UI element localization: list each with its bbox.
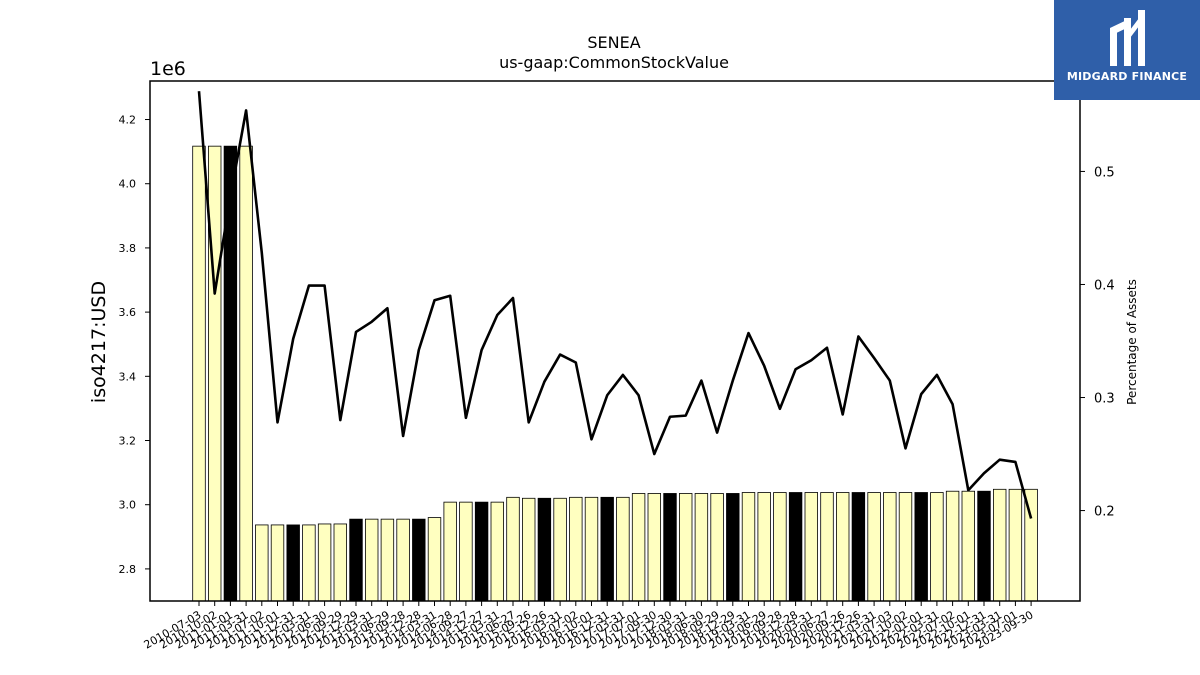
bar — [836, 492, 850, 602]
bar — [569, 496, 583, 602]
bar — [255, 524, 269, 602]
bar — [694, 493, 709, 602]
bar — [239, 145, 253, 602]
y2-tick-label: 0.5 — [1094, 165, 1115, 180]
y-tick-label: 2.8 — [119, 563, 137, 576]
logo-text: MIDGARD FINANCE — [1066, 70, 1188, 83]
y-tick-label: 3.0 — [119, 499, 137, 512]
y-tick-label: 4.0 — [119, 178, 137, 191]
bar — [820, 492, 834, 602]
bar — [898, 492, 913, 602]
y-axis-label: iso4217:USD — [88, 281, 110, 403]
bar — [302, 524, 316, 602]
bar — [223, 145, 238, 602]
bar — [977, 490, 991, 602]
series-line — [197, 91, 1033, 519]
bar — [317, 523, 332, 602]
bar — [286, 524, 300, 602]
y-tick-label: 3.6 — [119, 306, 137, 319]
bar — [773, 492, 787, 602]
plot-frame — [149, 80, 1081, 602]
bar — [349, 518, 363, 602]
bar — [459, 501, 473, 602]
bar — [553, 497, 567, 602]
bar — [1008, 488, 1023, 602]
bar — [427, 517, 442, 602]
bar — [631, 493, 646, 602]
bar — [412, 518, 426, 602]
bar — [961, 490, 976, 602]
bar — [584, 496, 599, 602]
y2-tick-label: 0.3 — [1094, 392, 1115, 407]
bar — [679, 493, 693, 602]
chart-title: SENEA — [587, 33, 640, 52]
bar — [207, 145, 222, 602]
bar — [804, 492, 819, 602]
bar — [914, 492, 928, 602]
logo: MIDGARD FINANCE — [1054, 0, 1200, 100]
bar — [993, 488, 1007, 602]
bar — [192, 145, 206, 602]
bar — [851, 492, 866, 602]
logo-mark-icon — [1110, 10, 1145, 66]
bar — [396, 518, 410, 602]
bar — [616, 496, 630, 602]
y-tick-label: 3.4 — [119, 370, 137, 383]
y-tick-label: 3.2 — [119, 435, 137, 448]
bar — [380, 518, 395, 602]
bar — [867, 492, 881, 602]
bar — [930, 492, 944, 602]
y-tick-label: 3.8 — [119, 242, 137, 255]
bar — [333, 523, 348, 602]
bar — [270, 524, 285, 602]
bar — [726, 493, 740, 602]
bar — [537, 497, 552, 602]
bar — [741, 492, 756, 602]
bar — [443, 501, 457, 602]
bar — [647, 493, 662, 602]
bar — [710, 493, 724, 602]
bar — [364, 518, 379, 602]
bar — [490, 501, 505, 602]
bar — [757, 492, 771, 602]
bar — [600, 496, 614, 602]
y2-axis-label: Percentage of Assets — [1125, 279, 1139, 405]
y-offset-label: 1e6 — [150, 58, 186, 80]
bar — [474, 501, 489, 602]
bar — [522, 497, 536, 602]
y2-tick-label: 0.2 — [1094, 505, 1115, 520]
bar — [945, 490, 960, 602]
y-tick-label: 4.2 — [119, 114, 137, 127]
y2-tick-label: 0.4 — [1094, 278, 1115, 293]
chart-subtitle: us-gaap:CommonStockValue — [499, 53, 729, 72]
bar — [883, 492, 897, 602]
bar — [663, 493, 677, 602]
bar — [506, 496, 520, 602]
bar — [788, 492, 803, 602]
